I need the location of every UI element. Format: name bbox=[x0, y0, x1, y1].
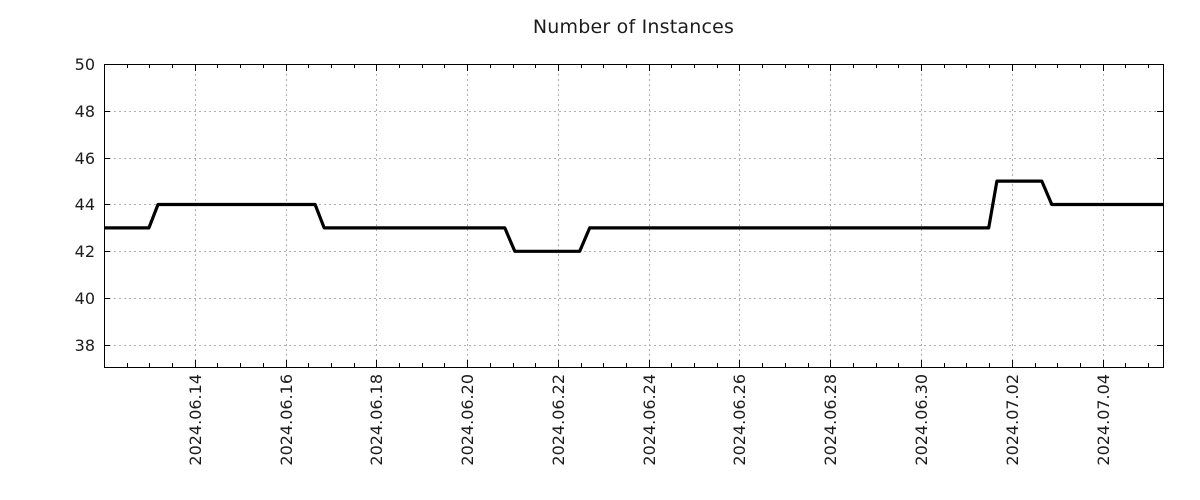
y-tick-label: 44 bbox=[75, 195, 95, 214]
x-tick-label: 2024.06.30 bbox=[912, 374, 931, 466]
y-tick-label: 50 bbox=[75, 55, 95, 74]
y-tick-label: 48 bbox=[75, 102, 95, 121]
x-tick-label: 2024.06.18 bbox=[367, 374, 386, 466]
y-tick-label: 42 bbox=[75, 242, 95, 261]
x-tick-label: 2024.06.24 bbox=[640, 374, 659, 466]
x-tick-label: 2024.07.02 bbox=[1003, 374, 1022, 466]
x-tick-label: 2024.06.22 bbox=[549, 374, 568, 466]
x-tick-label: 2024.06.26 bbox=[730, 374, 749, 466]
y-tick-label: 46 bbox=[75, 149, 95, 168]
x-tick-label: 2024.06.28 bbox=[821, 374, 840, 466]
chart-title: Number of Instances bbox=[532, 16, 735, 38]
data-line-instances bbox=[104, 179, 1163, 253]
x-tick-label: 2024.06.16 bbox=[277, 374, 296, 466]
x-tick-label: 2024.06.20 bbox=[458, 374, 477, 466]
y-tick-label: 38 bbox=[75, 336, 95, 355]
x-tick-label: 2024.07.04 bbox=[1094, 374, 1113, 466]
y-tick-label: 40 bbox=[75, 289, 95, 308]
x-tick-label: 2024.06.14 bbox=[186, 374, 205, 466]
plot-frame bbox=[104, 64, 1164, 368]
